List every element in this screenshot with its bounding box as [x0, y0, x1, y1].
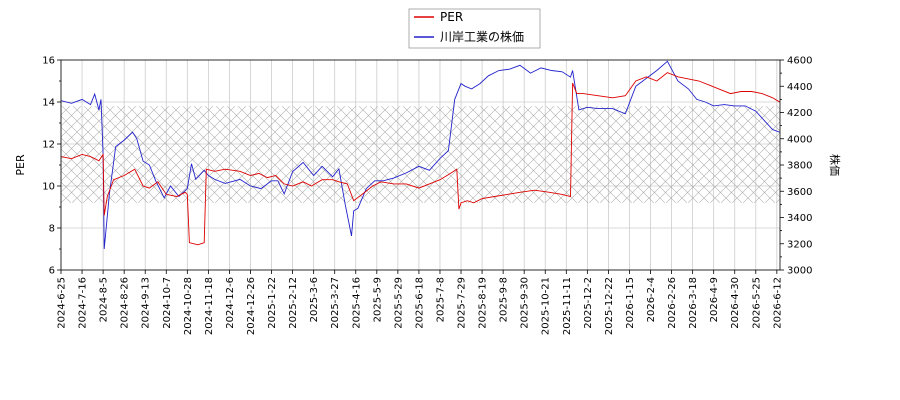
x-tick-label: 2025-12-22 [604, 277, 615, 335]
left-tick-label: 14 [42, 98, 55, 109]
x-tick-label: 2025-5-29 [393, 277, 404, 329]
x-tick-label: 2024-7-16 [78, 277, 89, 329]
right-tick-label: 3200 [787, 239, 812, 250]
x-tick-label: 2024-11-18 [204, 277, 215, 335]
x-tick-label: 2024-8-26 [120, 277, 131, 329]
x-tick-label: 2025-11-11 [562, 277, 573, 335]
x-tick-label: 2025-10-21 [541, 277, 552, 335]
x-tick-label: 2025-4-16 [351, 277, 362, 329]
right-tick-label: 4400 [787, 82, 812, 93]
x-tick-label: 2025-1-22 [267, 277, 278, 329]
x-tick-label: 2025-3-27 [330, 277, 341, 329]
right-tick-label: 3600 [787, 187, 812, 198]
x-tick-label: 2026-2-4 [646, 277, 657, 322]
legend-label-per: PER [440, 10, 463, 24]
x-tick-label: 2026-3-18 [688, 277, 699, 329]
right-tick-label: 4000 [787, 134, 812, 145]
x-tick-label: 2024-12-26 [246, 277, 257, 335]
x-tick-label: 2024-6-25 [57, 277, 68, 329]
right-tick-label: 3000 [787, 266, 812, 277]
per-range-band [61, 106, 780, 203]
x-tick-label: 2024-9-13 [141, 277, 152, 329]
x-tick-label: 2025-5-9 [372, 277, 383, 322]
right-tick-label: 3800 [787, 161, 812, 172]
left-tick-label: 10 [42, 182, 55, 193]
x-tick-label: 2024-10-28 [183, 277, 194, 335]
legend: PER 川岸工業の株価 [408, 8, 541, 49]
x-tick-label: 2025-9-8 [499, 277, 510, 322]
left-axis: 6 8 10 12 14 16 [42, 56, 61, 277]
x-tick-label: 2025-7-8 [435, 277, 446, 322]
x-tick-label: 2025-6-18 [414, 277, 425, 329]
x-tick-label: 2026-2-26 [667, 277, 678, 329]
left-tick-label: 8 [49, 224, 55, 235]
x-tick-label: 2026-4-30 [730, 277, 741, 329]
x-tick-label: 2025-2-12 [288, 277, 299, 329]
right-axis: 3000 3200 3400 3600 3800 4000 4200 4400 4600 [780, 56, 812, 277]
x-tick-label: 2025-3-6 [309, 277, 320, 322]
x-tick-label: 2025-12-2 [583, 277, 594, 329]
right-tick-label: 4600 [787, 56, 812, 67]
right-axis-label: 株価 [828, 154, 842, 176]
x-tick-label: 2024-12-6 [225, 277, 236, 329]
x-tick-label: 2025-7-29 [457, 277, 468, 329]
legend-box [408, 8, 541, 49]
x-tick-label: 2025-8-19 [478, 277, 489, 329]
x-axis: 2024-6-25 2024-7-16 2024-8-5 2024-8-26 2024-… [57, 270, 783, 335]
x-tick-label: 2024-8-5 [99, 277, 110, 322]
left-axis-label: PER [14, 154, 27, 176]
legend-label-price: 川岸工業の株価 [440, 29, 524, 44]
series-line-per [61, 72, 780, 246]
x-tick-label: 2026-1-15 [625, 277, 636, 329]
series-line-price [61, 60, 780, 250]
left-tick-label: 16 [42, 56, 55, 67]
x-tick-label: 2026-4-9 [709, 277, 720, 322]
x-tick-label: 2026-6-12 [772, 277, 783, 329]
left-tick-label: 6 [49, 266, 55, 277]
right-tick-label: 3400 [787, 213, 812, 224]
x-tick-label: 2026-5-25 [751, 277, 762, 329]
right-tick-label: 4200 [787, 108, 812, 119]
left-tick-label: 12 [42, 140, 55, 151]
x-tick-label: 2025-9-30 [520, 277, 531, 329]
x-tick-label: 2024-10-7 [162, 277, 173, 329]
